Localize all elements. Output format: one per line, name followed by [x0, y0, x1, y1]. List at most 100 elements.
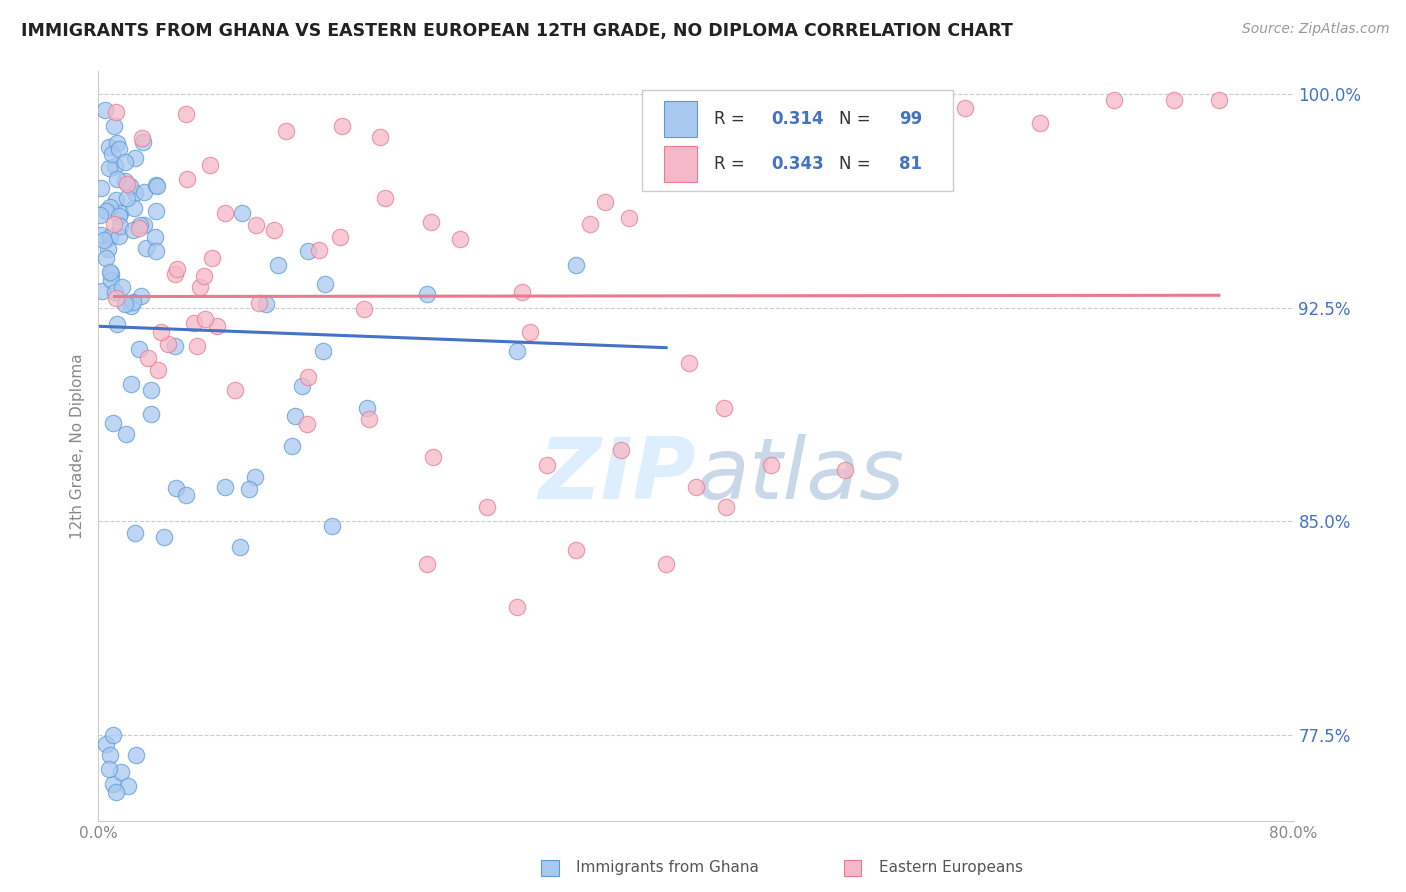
Point — [619, 211, 641, 225]
Point — [263, 223, 285, 237]
Point — [100, 265, 122, 279]
Point — [117, 780, 139, 794]
Point — [420, 214, 443, 228]
Point — [510, 285, 533, 300]
Point — [100, 201, 122, 215]
Point — [98, 161, 121, 176]
Text: N =: N = — [839, 154, 876, 172]
Point — [311, 343, 333, 358]
Point — [101, 147, 124, 161]
Point — [97, 763, 120, 777]
Point — [94, 737, 117, 751]
Point — [114, 154, 136, 169]
Point — [254, 296, 277, 310]
Point — [146, 363, 169, 377]
FancyBboxPatch shape — [664, 101, 697, 136]
Point — [274, 124, 297, 138]
Point — [129, 288, 152, 302]
Point — [104, 292, 127, 306]
Point — [108, 142, 131, 156]
Point — [174, 107, 197, 121]
Point — [97, 242, 120, 256]
Point — [228, 540, 250, 554]
Point — [297, 370, 319, 384]
Point — [422, 450, 444, 465]
Point — [330, 119, 353, 133]
Point — [93, 233, 115, 247]
Point — [295, 417, 318, 431]
Point — [89, 208, 111, 222]
Point — [284, 409, 307, 423]
Point — [145, 179, 167, 194]
Point — [98, 229, 121, 244]
Text: 99: 99 — [900, 110, 922, 128]
Point — [610, 443, 633, 458]
Text: Eastern Europeans: Eastern Europeans — [879, 861, 1022, 875]
Point — [104, 105, 127, 120]
Point — [759, 458, 782, 472]
Point — [166, 481, 188, 495]
Point — [374, 190, 396, 204]
Text: ZIP: ZIP — [538, 434, 696, 517]
Point — [536, 458, 558, 472]
Point — [321, 519, 343, 533]
Point — [297, 244, 319, 258]
Point — [368, 129, 391, 144]
Point — [267, 258, 290, 272]
Point — [238, 482, 260, 496]
Point — [245, 219, 267, 233]
Point — [281, 439, 304, 453]
Point — [188, 280, 211, 294]
Point — [356, 401, 378, 415]
Point — [506, 343, 529, 358]
Point — [186, 339, 208, 353]
Point — [124, 526, 146, 541]
Text: 0.314: 0.314 — [772, 110, 824, 128]
Point — [120, 299, 142, 313]
Point — [214, 480, 236, 494]
Point — [565, 543, 588, 558]
Point — [129, 219, 152, 233]
Point — [104, 285, 127, 299]
Point — [105, 193, 128, 207]
Point — [1208, 93, 1230, 107]
Point — [834, 463, 856, 477]
Y-axis label: 12th Grade, No Diploma: 12th Grade, No Diploma — [70, 353, 86, 539]
Point — [124, 186, 146, 201]
Point — [166, 262, 188, 277]
Point — [308, 243, 330, 257]
Point — [245, 470, 267, 484]
Point — [124, 151, 146, 165]
Point — [143, 230, 166, 244]
Point — [120, 179, 142, 194]
Point — [94, 251, 117, 265]
Text: Source: ZipAtlas.com: Source: ZipAtlas.com — [1241, 22, 1389, 37]
Point — [1163, 93, 1185, 107]
Text: 0.343: 0.343 — [772, 154, 824, 172]
Point — [98, 748, 122, 763]
Point — [475, 500, 498, 515]
Point — [110, 280, 132, 294]
FancyBboxPatch shape — [643, 90, 953, 191]
Point — [100, 273, 122, 287]
Point — [353, 301, 375, 316]
Point — [655, 172, 678, 186]
Point — [145, 204, 167, 219]
Point — [713, 401, 735, 416]
Point — [593, 195, 616, 210]
Text: R =: R = — [714, 110, 749, 128]
Point — [655, 558, 678, 572]
Point — [157, 337, 180, 351]
Text: atlas: atlas — [696, 434, 904, 517]
Point — [108, 219, 131, 233]
Point — [145, 244, 167, 258]
Point — [103, 120, 125, 134]
Point — [125, 748, 148, 763]
Point — [205, 319, 228, 334]
Point — [90, 181, 112, 195]
Point — [139, 407, 162, 421]
Point — [506, 599, 529, 614]
Point — [115, 191, 138, 205]
Point — [183, 316, 205, 330]
Point — [165, 267, 187, 281]
